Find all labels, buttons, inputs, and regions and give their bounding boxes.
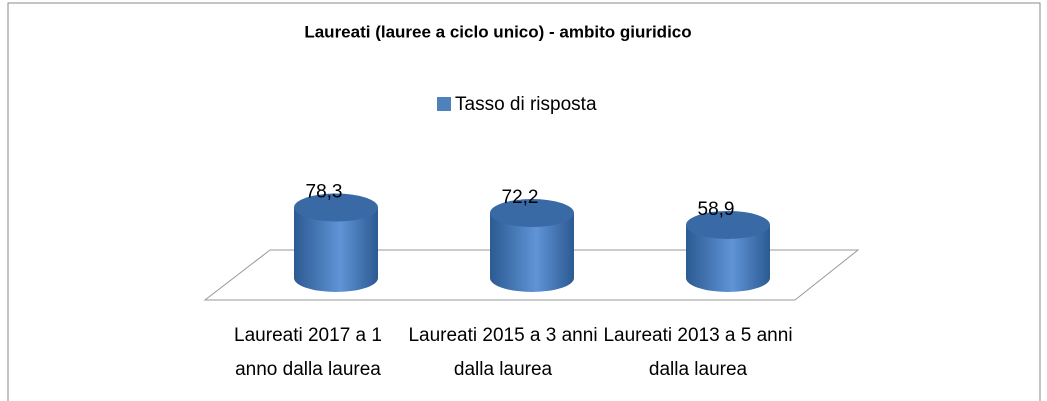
data-label: 72,2 — [502, 187, 539, 208]
bar — [294, 207, 378, 292]
bar — [490, 213, 574, 292]
x-tick-label: Laureati 2013 a 5 anni dalla laurea — [603, 325, 793, 380]
legend-swatch — [437, 97, 451, 111]
bar — [686, 224, 770, 292]
bar-top — [686, 210, 770, 239]
data-label: 58,9 — [698, 199, 735, 220]
floor — [203, 249, 860, 301]
bar-top — [294, 193, 378, 222]
x-tick-label: Laureati 2017 a 1 anno dalla laurea — [234, 325, 382, 380]
frame — [7, 2, 1041, 401]
legend-label: Tasso di risposta — [455, 94, 597, 115]
bar-top — [490, 199, 574, 228]
chart-title: Laureati (lauree a ciclo unico) - ambito… — [304, 22, 691, 41]
data-label: 78,3 — [306, 182, 343, 203]
x-tick-label: Laureati 2015 a 3 anni dalla laurea — [408, 325, 598, 380]
